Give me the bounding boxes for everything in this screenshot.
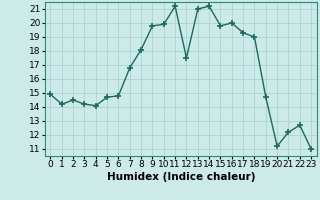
- X-axis label: Humidex (Indice chaleur): Humidex (Indice chaleur): [107, 172, 255, 182]
